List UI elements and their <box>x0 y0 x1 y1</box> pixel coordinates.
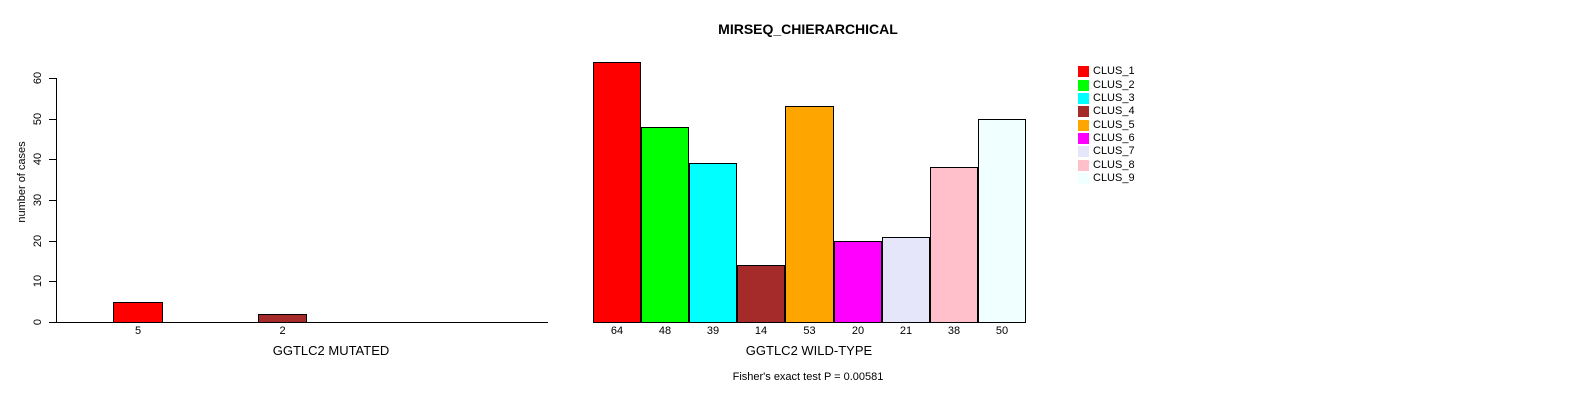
legend-swatch <box>1078 119 1089 131</box>
legend-label: CLUS_8 <box>1093 158 1135 171</box>
bar-value-label: 2 <box>279 325 286 337</box>
bar-clus_6 <box>834 241 882 323</box>
bar-clus_2 <box>641 127 689 323</box>
legend-label: CLUS_5 <box>1093 118 1135 131</box>
bar-clus_1 <box>113 302 163 323</box>
y-axis-tick <box>49 241 56 242</box>
legend-label: CLUS_3 <box>1093 91 1135 104</box>
legend-swatch <box>1078 92 1089 104</box>
y-axis-tick-label: 20 <box>32 234 44 248</box>
legend-swatch <box>1078 66 1089 78</box>
bar-value-label: 21 <box>899 325 913 337</box>
legend-swatch <box>1078 159 1089 171</box>
legend-label: CLUS_4 <box>1093 105 1135 118</box>
y-axis-tick <box>49 78 56 79</box>
chart-title: MIRSEQ_CHIERARCHICAL <box>718 21 898 37</box>
y-axis-line <box>56 78 57 323</box>
legend-item: CLUS_3 <box>1078 92 1135 105</box>
legend-swatch <box>1078 106 1089 118</box>
legend-label: CLUS_7 <box>1093 145 1135 158</box>
bar-clus_5 <box>785 106 834 323</box>
legend-swatch <box>1078 79 1089 91</box>
legend-item: CLUS_8 <box>1078 158 1135 171</box>
x-axis-label-mutated: GGTLC2 MUTATED <box>272 343 390 358</box>
y-axis-tick-label: 50 <box>32 112 44 126</box>
bar-clus_4 <box>737 265 785 323</box>
bar-clus_1 <box>593 62 641 323</box>
bar-value-label: 38 <box>947 325 961 337</box>
y-axis-tick-label: 10 <box>32 274 44 288</box>
y-axis-tick-label: 60 <box>32 71 44 85</box>
bar-clus_3 <box>689 163 737 323</box>
legend: CLUS_1 CLUS_2 CLUS_3 CLUS_4 CLUS_5 CLUS_6 CLUS… <box>1078 65 1135 185</box>
legend-item: CLUS_5 <box>1078 118 1135 131</box>
bar-clus_9 <box>978 119 1026 323</box>
bar-value-label: 39 <box>706 325 720 337</box>
y-axis-tick-label: 30 <box>32 193 44 207</box>
legend-label: CLUS_2 <box>1093 78 1135 91</box>
y-axis-tick <box>49 200 56 201</box>
legend-swatch <box>1078 146 1089 158</box>
bar-value-label: 48 <box>658 325 672 337</box>
y-axis-tick-label: 40 <box>32 152 44 166</box>
legend-swatch <box>1078 172 1089 184</box>
legend-label: CLUS_6 <box>1093 131 1135 144</box>
y-axis-label: number of cases <box>16 141 28 223</box>
legend-swatch <box>1078 132 1089 144</box>
legend-item: CLUS_9 <box>1078 172 1135 185</box>
fisher-test-footnote: Fisher's exact test P = 0.00581 <box>732 371 884 383</box>
bar-value-label: 20 <box>851 325 865 337</box>
legend-item: CLUS_4 <box>1078 105 1135 118</box>
y-axis-tick <box>49 159 56 160</box>
legend-item: CLUS_2 <box>1078 78 1135 91</box>
y-axis-tick <box>49 322 56 323</box>
bar-value-label: 64 <box>610 325 624 337</box>
bar-value-label: 5 <box>134 325 142 337</box>
bar-value-label: 14 <box>754 325 768 337</box>
bar-clus_7 <box>882 237 930 323</box>
legend-item: CLUS_6 <box>1078 132 1135 145</box>
bar-clus_4 <box>258 314 307 323</box>
legend-label: CLUS_1 <box>1093 65 1135 78</box>
y-axis-tick <box>49 281 56 282</box>
legend-item: CLUS_7 <box>1078 145 1135 158</box>
bar-value-label: 50 <box>995 325 1009 337</box>
legend-item: CLUS_1 <box>1078 65 1135 78</box>
legend-label: CLUS_9 <box>1093 171 1135 184</box>
bar-value-label: 53 <box>803 325 816 337</box>
y-axis-tick-label: 0 <box>32 318 44 326</box>
bar-clus_8 <box>930 167 978 323</box>
x-axis-label-wildtype: GGTLC2 WILD-TYPE <box>745 343 873 358</box>
y-axis-tick <box>49 119 56 120</box>
